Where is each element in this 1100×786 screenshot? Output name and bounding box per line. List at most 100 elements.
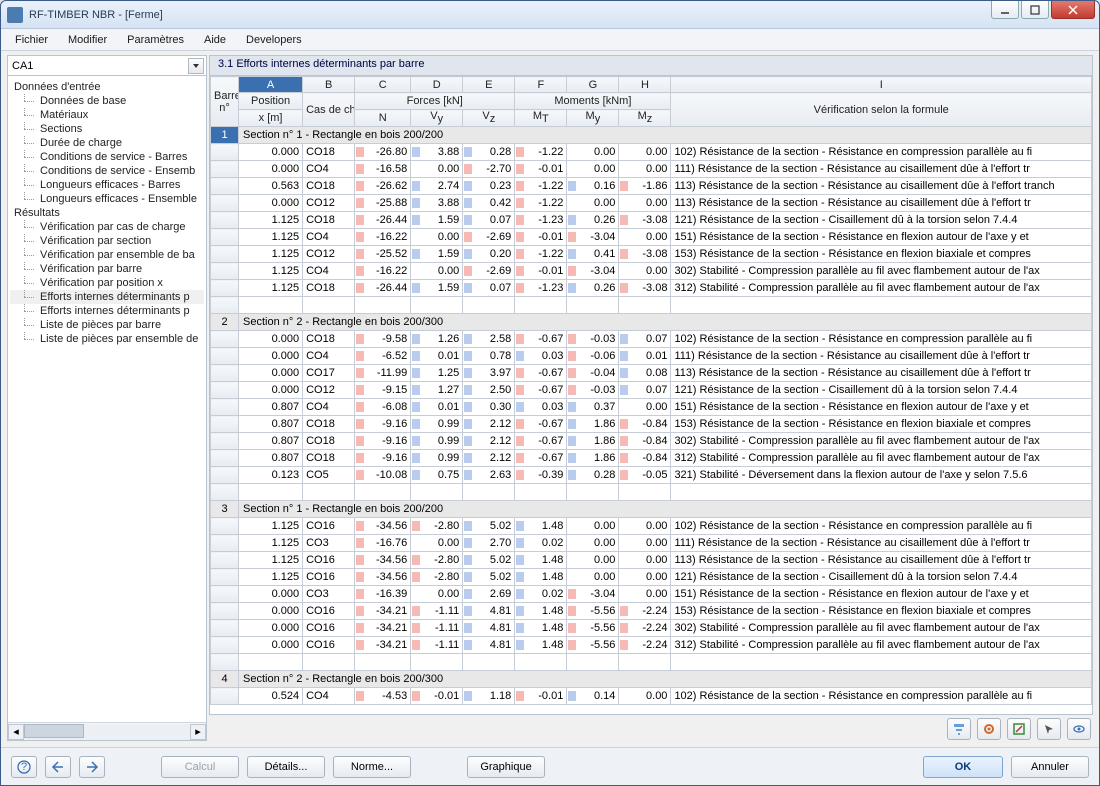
- cell[interactable]: 0.00: [619, 586, 671, 603]
- cell[interactable]: 0.00: [567, 195, 619, 212]
- cell-cas[interactable]: CO18: [303, 331, 355, 348]
- cell[interactable]: -0.67: [515, 365, 567, 382]
- cell[interactable]: 0.08: [619, 365, 671, 382]
- cell[interactable]: 0.14: [567, 688, 619, 705]
- cell-verif[interactable]: 302) Stabilité - Compression parallèle a…: [671, 620, 1092, 637]
- cell[interactable]: 0.99: [411, 416, 463, 433]
- col-letter[interactable]: F: [515, 77, 567, 93]
- cell[interactable]: 1.48: [515, 518, 567, 535]
- cell[interactable]: 0.26: [567, 212, 619, 229]
- cell[interactable]: 0.00: [411, 263, 463, 280]
- cell[interactable]: -1.23: [515, 280, 567, 297]
- menu-paramètres[interactable]: Paramètres: [117, 31, 194, 49]
- cell[interactable]: -0.01: [515, 229, 567, 246]
- cell[interactable]: -2.69: [463, 229, 515, 246]
- cell[interactable]: 0.00: [619, 569, 671, 586]
- cell-pos[interactable]: 0.000: [239, 161, 303, 178]
- cell-pos[interactable]: 0.000: [239, 331, 303, 348]
- cell[interactable]: -16.58: [355, 161, 411, 178]
- row-header[interactable]: [211, 178, 239, 195]
- row-header[interactable]: [211, 195, 239, 212]
- cell[interactable]: 1.18: [463, 688, 515, 705]
- cell[interactable]: 0.00: [619, 263, 671, 280]
- tree-item[interactable]: Vérification par barre: [10, 262, 204, 276]
- cell-verif[interactable]: 151) Résistance de la section - Résistan…: [671, 399, 1092, 416]
- cell[interactable]: -3.08: [619, 280, 671, 297]
- row-header[interactable]: [211, 382, 239, 399]
- next-button[interactable]: [79, 756, 105, 778]
- maximize-button[interactable]: [1021, 1, 1049, 19]
- cell[interactable]: -9.16: [355, 433, 411, 450]
- row-header[interactable]: [211, 467, 239, 484]
- row-header[interactable]: [211, 688, 239, 705]
- cell-pos[interactable]: 1.125: [239, 535, 303, 552]
- cell[interactable]: 1.48: [515, 603, 567, 620]
- cell[interactable]: -34.56: [355, 552, 411, 569]
- cell-cas[interactable]: CO16: [303, 637, 355, 654]
- grid-scroll[interactable]: Barren°ABCDEFGHIPositionCas de chargeFor…: [210, 76, 1092, 714]
- prev-button[interactable]: [45, 756, 71, 778]
- cell-verif[interactable]: 111) Résistance de la section - Résistan…: [671, 535, 1092, 552]
- tool-settings-icon[interactable]: [977, 718, 1001, 740]
- case-combobox[interactable]: CA1: [8, 56, 206, 76]
- colgrp-moments[interactable]: Moments [kNm]: [515, 93, 671, 110]
- cell[interactable]: -2.24: [619, 620, 671, 637]
- cell-pos[interactable]: 0.000: [239, 382, 303, 399]
- tree-group[interactable]: Résultats: [10, 206, 204, 220]
- cell[interactable]: -2.70: [463, 161, 515, 178]
- cell-cas[interactable]: CO18: [303, 144, 355, 161]
- col-sub[interactable]: x [m]: [239, 110, 303, 127]
- col-letter[interactable]: G: [567, 77, 619, 93]
- cell[interactable]: 1.27: [411, 382, 463, 399]
- row-header[interactable]: [211, 518, 239, 535]
- tool-view-icon[interactable]: [1067, 718, 1091, 740]
- ok-button[interactable]: OK: [923, 756, 1003, 778]
- nav-tree[interactable]: Données d'entréeDonnées de baseMatériaux…: [8, 76, 206, 722]
- minimize-button[interactable]: [991, 1, 1019, 19]
- cell[interactable]: -1.22: [515, 246, 567, 263]
- cell-cas[interactable]: CO16: [303, 518, 355, 535]
- cell-verif[interactable]: 151) Résistance de la section - Résistan…: [671, 586, 1092, 603]
- cell-cas[interactable]: CO3: [303, 535, 355, 552]
- row-header[interactable]: [211, 603, 239, 620]
- cell-pos[interactable]: 0.000: [239, 348, 303, 365]
- cell[interactable]: 0.78: [463, 348, 515, 365]
- menu-fichier[interactable]: Fichier: [5, 31, 58, 49]
- cell-cas[interactable]: CO4: [303, 688, 355, 705]
- cell-pos[interactable]: 1.125: [239, 552, 303, 569]
- col-sub[interactable]: My: [567, 110, 619, 127]
- tree-item[interactable]: Données de base: [10, 94, 204, 108]
- cell[interactable]: -9.58: [355, 331, 411, 348]
- cell-cas[interactable]: CO4: [303, 263, 355, 280]
- cell[interactable]: 2.50: [463, 382, 515, 399]
- cell[interactable]: 1.26: [411, 331, 463, 348]
- row-header[interactable]: [211, 433, 239, 450]
- cell[interactable]: -9.16: [355, 450, 411, 467]
- cell-cas[interactable]: CO12: [303, 246, 355, 263]
- cell-pos[interactable]: 1.125: [239, 229, 303, 246]
- cell-cas[interactable]: CO4: [303, 161, 355, 178]
- cell[interactable]: -1.22: [515, 178, 567, 195]
- tree-item[interactable]: Efforts internes déterminants p: [10, 290, 204, 304]
- cell[interactable]: -3.08: [619, 212, 671, 229]
- cell[interactable]: -25.52: [355, 246, 411, 263]
- cell-cas[interactable]: CO17: [303, 365, 355, 382]
- tree-item[interactable]: Efforts internes déterminants p: [10, 304, 204, 318]
- cell-pos[interactable]: 0.000: [239, 603, 303, 620]
- cell[interactable]: -0.84: [619, 450, 671, 467]
- scroll-right-button[interactable]: ▸: [190, 724, 206, 740]
- cell[interactable]: 1.48: [515, 637, 567, 654]
- col-letter[interactable]: B: [303, 77, 355, 93]
- cell[interactable]: -26.80: [355, 144, 411, 161]
- cell-verif[interactable]: 312) Stabilité - Compression parallèle a…: [671, 637, 1092, 654]
- scroll-thumb[interactable]: [24, 724, 84, 738]
- cell[interactable]: 0.75: [411, 467, 463, 484]
- results-table[interactable]: Barren°ABCDEFGHIPositionCas de chargeFor…: [210, 76, 1092, 705]
- cell[interactable]: -2.24: [619, 603, 671, 620]
- cell[interactable]: 1.48: [515, 620, 567, 637]
- cell[interactable]: -6.08: [355, 399, 411, 416]
- cell[interactable]: 0.07: [619, 331, 671, 348]
- cell[interactable]: 3.88: [411, 144, 463, 161]
- cell[interactable]: 0.07: [619, 382, 671, 399]
- cell[interactable]: -6.52: [355, 348, 411, 365]
